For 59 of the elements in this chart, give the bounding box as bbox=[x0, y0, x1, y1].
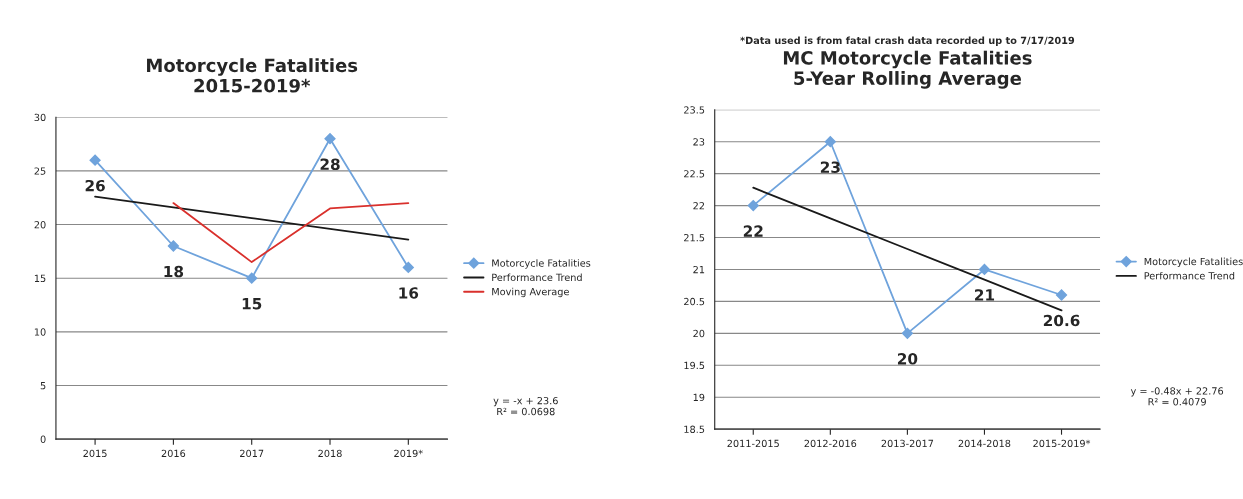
y-tick-label: 22 bbox=[693, 202, 705, 210]
y-tick-label: 20 bbox=[693, 329, 705, 338]
y-tick-label: 22.5 bbox=[684, 170, 705, 178]
x-tick-label: 2016 bbox=[161, 449, 186, 458]
data-label: 18 bbox=[164, 265, 184, 278]
y-tick-label: 10 bbox=[34, 328, 46, 336]
legend-label: Moving Average bbox=[492, 287, 569, 298]
x-tick-label: 2018 bbox=[318, 449, 342, 458]
point bbox=[824, 136, 836, 148]
point bbox=[747, 199, 759, 212]
data-label: 15 bbox=[242, 298, 262, 310]
text: y = -x + 23.6 R² = 0.0698 bbox=[493, 396, 558, 416]
y-tick-label: 21.5 bbox=[684, 234, 705, 242]
point bbox=[402, 261, 414, 274]
data-label: 20 bbox=[897, 353, 918, 365]
text: *Data used is from fatal crash data recorded up to 7/17/2019 bbox=[740, 36, 1075, 46]
point bbox=[89, 154, 101, 166]
point bbox=[1055, 289, 1068, 301]
y-tick-label: 5 bbox=[40, 382, 46, 390]
data-label: 22 bbox=[743, 225, 763, 237]
point bbox=[246, 272, 258, 284]
x-tick-label: 2014-2018 bbox=[958, 439, 1011, 448]
data-label: 26 bbox=[85, 179, 105, 192]
y-tick-label: 0 bbox=[40, 435, 46, 443]
x-tick-label: 2011-2015 bbox=[727, 439, 779, 448]
point bbox=[324, 133, 336, 145]
data-label: 21 bbox=[975, 289, 995, 301]
data-label: 16 bbox=[399, 287, 419, 299]
x-tick-label: 2012-2016 bbox=[804, 439, 857, 448]
data-label: 20.6 bbox=[1043, 314, 1080, 327]
y-tick-label: 19 bbox=[693, 393, 705, 402]
legend-label: Motorcycle Fatalities bbox=[1144, 257, 1243, 268]
data-label: 23 bbox=[820, 161, 840, 173]
y-tick-label: 20 bbox=[34, 221, 46, 229]
chart-title: Motorcycle Fatalities 2015-2019* bbox=[147, 58, 358, 93]
y-tick-label: 21 bbox=[693, 265, 705, 274]
line-series bbox=[94, 195, 410, 241]
point bbox=[978, 263, 991, 276]
y-tick-label: 30 bbox=[34, 113, 46, 122]
x-tick-label: 2017 bbox=[240, 449, 264, 458]
legend-label: Motorcycle Fatalities bbox=[492, 259, 591, 269]
x-tick-label: 2019* bbox=[394, 449, 423, 458]
point bbox=[901, 327, 913, 339]
text: y = -0.48x + 22.76 R² = 0.4079 bbox=[1130, 387, 1224, 406]
y-tick-label: 25 bbox=[34, 167, 46, 175]
y-tick-label: 15 bbox=[34, 274, 46, 283]
x-tick-label: 2013-2017 bbox=[881, 439, 934, 448]
y-tick-label: 23 bbox=[693, 138, 705, 146]
legend-label: Performance Trend bbox=[492, 273, 582, 282]
legend-label: Performance Trend bbox=[1144, 271, 1235, 280]
x-tick-label: 2015 bbox=[83, 449, 107, 458]
chart-title: MC Motorcycle Fatalities 5-Year Rolling Average bbox=[783, 50, 1032, 89]
data-label: 28 bbox=[320, 158, 340, 170]
y-tick-label: 18.5 bbox=[684, 425, 705, 433]
point bbox=[167, 240, 180, 252]
y-tick-label: 23.5 bbox=[684, 106, 705, 114]
x-tick-label: 2015-2019* bbox=[1033, 439, 1091, 448]
y-tick-label: 20.5 bbox=[684, 297, 705, 306]
y-tick-label: 19.5 bbox=[684, 361, 705, 370]
